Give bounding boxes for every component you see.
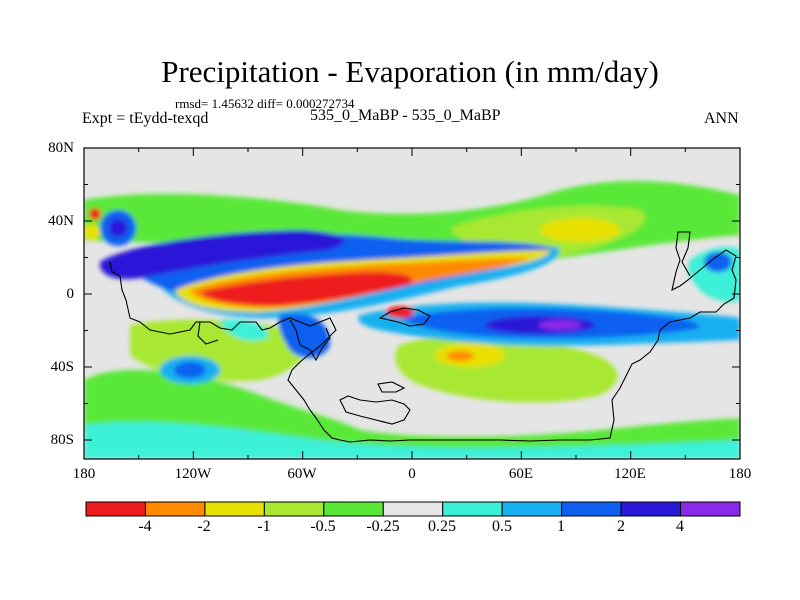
colorbar-swatch	[501, 501, 563, 517]
colorbar-label: 0.5	[492, 518, 512, 535]
coastline-island-a	[339, 395, 411, 425]
rmsd-diff-stats: rmsd= 1.45632 diff= 0.000272734	[175, 96, 355, 111]
coastline-island-b	[377, 381, 406, 393]
period-label: 535_0_MaBP - 535_0_MaBP	[310, 107, 501, 124]
contour-cyan-polar	[84, 421, 740, 459]
colorbar-label: 2	[617, 518, 625, 535]
experiment-label: Expt = tEydd-texqd	[82, 110, 209, 127]
contour-red-wp	[89, 208, 101, 220]
contour-yellow-north	[540, 218, 620, 242]
coastline-inner-b	[197, 321, 219, 345]
coastline-island-c	[378, 307, 431, 327]
colorbar-label: -0.5	[310, 518, 336, 535]
colorbar-label: 4	[676, 518, 684, 535]
coastline-main	[109, 231, 737, 443]
contour-purple-s-trop	[538, 320, 582, 330]
coastline-inner-a	[289, 319, 331, 362]
colorbar-swatch	[323, 501, 384, 517]
colorbar-swatch	[204, 501, 265, 517]
lon-label-120w: 120W	[174, 466, 212, 482]
contour-orange-south	[446, 351, 474, 361]
contour-blue-east	[704, 252, 732, 272]
contour-dkblue-n-trop	[99, 230, 345, 280]
lat-label-80n: 80N	[48, 140, 74, 156]
colorbar-swatch	[144, 501, 206, 517]
contour-red-atl	[386, 306, 414, 318]
contour-red-eq	[200, 272, 413, 306]
colorbar-label: -1	[257, 518, 271, 535]
colorbar-swatch	[620, 501, 682, 517]
lon-label-60e: 60E	[508, 466, 534, 482]
contour-yellow-wp	[84, 224, 100, 240]
colorbar-label: 1	[557, 518, 565, 535]
lon-label-120e: 120E	[614, 466, 646, 482]
contour-field	[84, 180, 740, 459]
plot-title: Precipitation - Evaporation (in mm/day)	[161, 54, 659, 89]
lat-label-80s: 80S	[50, 432, 74, 448]
contour-cyan-sp	[220, 319, 269, 341]
colorbar-label: -2	[197, 518, 211, 535]
colorbar-swatch	[85, 501, 146, 517]
season-label: ANN	[704, 110, 739, 127]
colorbar	[85, 501, 741, 517]
lon-label-180e: 180	[728, 466, 752, 482]
lat-label-eq: 0	[66, 286, 75, 302]
colorbar-swatch	[680, 501, 741, 517]
lon-label-180w: 180	[72, 466, 96, 482]
contour-dkblue-wp	[109, 219, 127, 237]
colorbar-label: -0.25	[366, 518, 400, 535]
colorbar-swatch	[442, 501, 503, 517]
colorbar-label: 0.25	[428, 518, 456, 535]
lon-label-0: 0	[408, 466, 416, 482]
contour-blue-sp	[278, 313, 330, 358]
map-tick-marks	[83, 147, 741, 459]
colorbar-swatch	[561, 501, 622, 517]
continent-outlines	[109, 231, 737, 443]
contour-dkblue-sw	[174, 362, 206, 378]
lon-label-60w: 60W	[287, 466, 317, 482]
colorbar-swatch	[382, 501, 444, 517]
colorbar-swatch	[263, 501, 325, 517]
colorbar-label: -4	[138, 518, 152, 535]
lat-label-40s: 40S	[50, 359, 74, 375]
lat-label-40n: 40N	[48, 213, 74, 229]
